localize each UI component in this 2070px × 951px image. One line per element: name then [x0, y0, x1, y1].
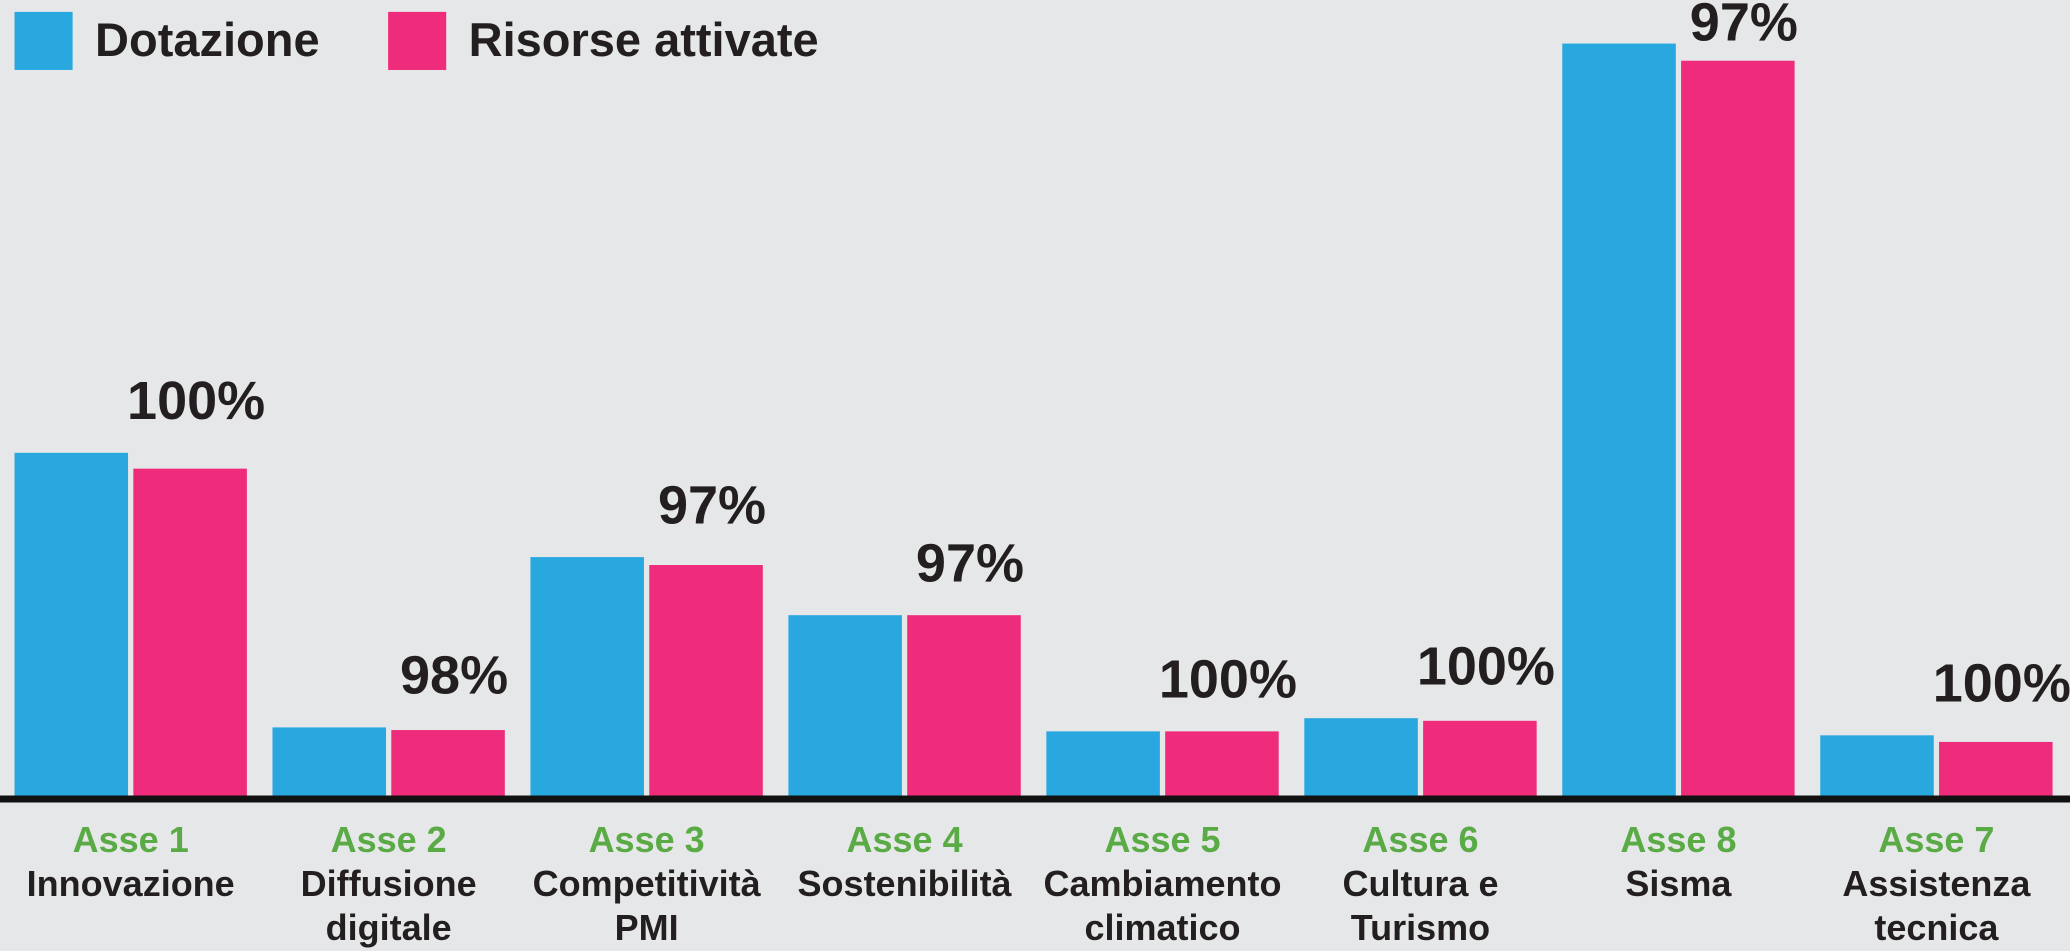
ratio-label: 97%	[658, 475, 766, 535]
category-code: Asse 3	[588, 819, 705, 861]
bar	[530, 557, 644, 797]
category-name: Assistenza tecnica	[1842, 863, 2031, 949]
ratio-label: 98%	[400, 646, 508, 706]
bar	[1681, 60, 1795, 797]
bar	[1046, 731, 1160, 797]
category-label: Asse 3 Competitività PMI	[522, 818, 770, 950]
bar	[14, 452, 129, 797]
legend-swatch	[388, 11, 447, 70]
legend-swatch	[14, 11, 73, 70]
bar	[1423, 720, 1537, 797]
ratio-label: 100%	[1933, 654, 2070, 714]
category-name: Competitività PMI	[532, 863, 761, 949]
category-name: Cambiamento climatico	[1043, 863, 1282, 949]
category-label: Asse 8 Sisma	[1554, 818, 1802, 906]
category-label: Asse 5 Cambiamento climatico	[1038, 818, 1286, 950]
bar	[133, 468, 247, 797]
category-code: Asse 8	[1620, 819, 1737, 861]
ratio-label: 97%	[1690, 0, 1798, 52]
category-label: Asse 6 Cultura e Turismo	[1296, 818, 1544, 950]
category-name: Sostenibilità	[797, 863, 1012, 905]
category-name: Cultura e Turismo	[1342, 863, 1499, 949]
bar	[1939, 741, 2053, 797]
bar	[391, 730, 505, 797]
category-label: Asse 4 Sostenibilità	[780, 818, 1028, 906]
legend-label: Risorse attivate	[469, 13, 819, 66]
category-code: Asse 4	[846, 819, 963, 861]
legend-label: Dotazione	[95, 13, 320, 66]
ratio-label: 100%	[1159, 650, 1297, 710]
bar	[1562, 43, 1676, 797]
ratio-label: 97%	[916, 533, 1024, 593]
category-name: Innovazione	[26, 863, 235, 905]
category-label: Asse 1 Innovazione	[7, 818, 255, 906]
category-code: Asse 7	[1878, 819, 1995, 861]
category-code: Asse 5	[1104, 819, 1221, 861]
category-name: Sisma	[1625, 863, 1732, 905]
ratio-label: 100%	[1417, 636, 1555, 696]
bar	[1820, 735, 1934, 797]
ratio-label: 100%	[127, 371, 265, 431]
bar	[272, 727, 387, 797]
category-code: Asse 2	[330, 819, 447, 861]
bar	[1165, 731, 1279, 797]
category-code: Asse 6	[1362, 819, 1479, 861]
category-name: Diffusione digitale	[300, 863, 477, 949]
bar	[907, 615, 1021, 797]
category-label: Asse 2 Diffusione digitale	[264, 818, 512, 950]
bar	[649, 565, 763, 797]
bar	[788, 615, 902, 797]
category-label: Asse 7 Assistenza tecnica	[1812, 818, 2060, 950]
category-code: Asse 1	[72, 819, 189, 861]
bar	[1304, 718, 1418, 797]
